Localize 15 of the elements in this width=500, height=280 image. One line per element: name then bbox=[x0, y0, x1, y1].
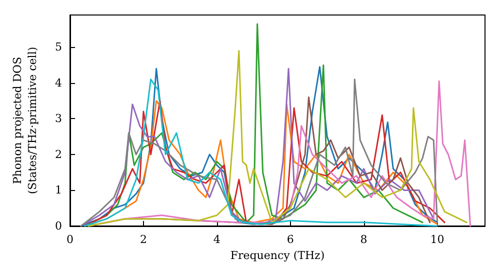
x-tick-label: 0 bbox=[66, 233, 74, 246]
y-tick-label: 5 bbox=[55, 40, 62, 54]
line-series bbox=[88, 50, 468, 227]
x-tick-label: 10 bbox=[430, 233, 444, 246]
x-axis-title: Frequency (THz) bbox=[230, 249, 325, 262]
x-tick-label: 2 bbox=[140, 233, 147, 246]
x-tick-label: 6 bbox=[286, 233, 294, 246]
x-tick-label: 4 bbox=[213, 233, 220, 246]
y-tick-label: 2 bbox=[55, 148, 62, 161]
y-tick-label: 3 bbox=[55, 112, 62, 126]
y-tick-label: 0 bbox=[55, 220, 62, 232]
y-tick-label: 1 bbox=[55, 184, 62, 197]
y-tick-label: 4 bbox=[55, 76, 62, 90]
x-tick-label: 8 bbox=[360, 233, 368, 246]
y-axis-title: Phonon projected DOS (States/THz·primitive cell) bbox=[11, 46, 39, 194]
